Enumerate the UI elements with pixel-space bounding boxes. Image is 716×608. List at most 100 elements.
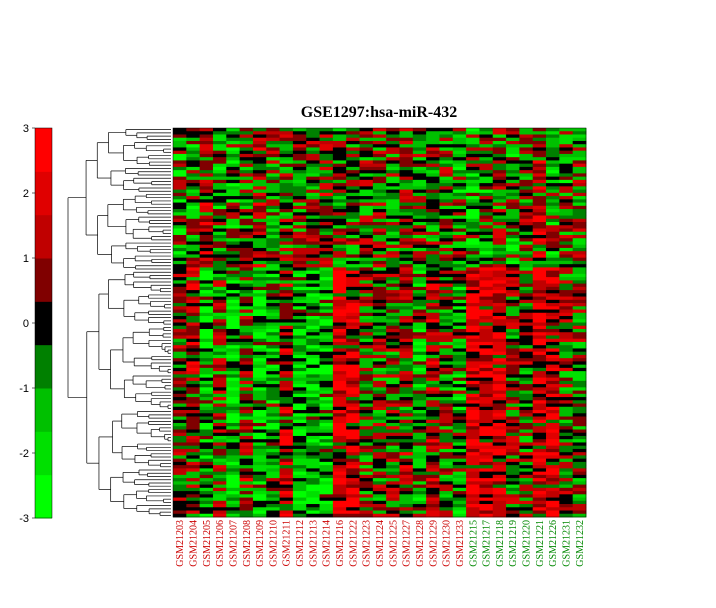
heatmap-cell: [279, 507, 294, 511]
heatmap-cell: [559, 513, 574, 518]
heatmap-cell: [346, 251, 360, 255]
heatmap-cell: [239, 166, 254, 171]
heatmap-cell: [346, 332, 360, 336]
heatmap-cell: [492, 251, 507, 255]
heatmap-cell: [252, 491, 267, 495]
heatmap-cell: [479, 364, 494, 369]
heatmap-cell: [173, 513, 187, 518]
heatmap-cell: [226, 322, 241, 327]
heatmap-cell: [173, 419, 187, 424]
heatmap-cell: [306, 474, 320, 479]
heatmap-cell: [173, 371, 187, 375]
heatmap-cell: [399, 513, 414, 518]
heatmap-cell: [479, 387, 494, 391]
heatmap-cell: [426, 241, 440, 246]
heatmap-cell: [346, 225, 360, 229]
heatmap-cell: [492, 461, 507, 466]
heatmap-cell: [319, 400, 334, 404]
heatmap-cell: [372, 128, 387, 132]
heatmap-cell: [399, 380, 414, 385]
heatmap-cell: [546, 455, 560, 460]
heatmap-cell: [426, 351, 440, 356]
heatmap-cell: [466, 380, 480, 385]
heatmap-cell: [266, 241, 280, 246]
heatmap-cell: [452, 163, 467, 168]
heatmap-cell: [239, 293, 254, 297]
heatmap-cell: [239, 481, 254, 485]
heatmap-cell: [319, 419, 334, 424]
heatmap-cell: [519, 215, 534, 220]
heatmap-cell: [332, 432, 347, 437]
heatmap-cell: [506, 397, 520, 401]
heatmap-cell: [466, 513, 480, 518]
heatmap-cell: [439, 147, 454, 152]
heatmap-cell: [306, 364, 320, 369]
heatmap-cell: [212, 397, 227, 401]
heatmap-cell: [572, 487, 587, 492]
heatmap-cell: [559, 325, 574, 330]
heatmap-cell: [372, 432, 387, 437]
heatmap-cell: [199, 435, 214, 440]
heatmap-cell: [292, 432, 307, 437]
heatmap-cell: [319, 173, 334, 178]
heatmap-cell: [186, 147, 201, 152]
heatmap-cell: [439, 306, 454, 310]
heatmap-cell: [492, 471, 507, 476]
heatmap-cell: [532, 458, 547, 463]
heatmap-cell: [559, 157, 574, 161]
heatmap-cell: [519, 170, 534, 174]
heatmap-cell: [186, 260, 201, 265]
heatmap-cell: [266, 497, 280, 502]
heatmap-cell: [519, 153, 534, 158]
heatmap-cell: [492, 205, 507, 210]
heatmap-cell: [452, 140, 467, 145]
heatmap-cell: [479, 471, 494, 476]
heatmap-cell: [186, 494, 201, 498]
heatmap-cell: [546, 163, 560, 168]
heatmap-cell: [212, 170, 227, 174]
heatmap-cell: [439, 241, 454, 246]
heatmap-cell: [306, 455, 320, 460]
heatmap-cell: [452, 322, 467, 327]
heatmap-cell: [546, 500, 560, 505]
heatmap-cell: [239, 384, 254, 388]
heatmap-cell: [506, 257, 520, 262]
heatmap-cell: [266, 254, 280, 259]
heatmap-cell: [519, 316, 534, 320]
heatmap-cell: [173, 422, 187, 427]
heatmap-cell: [439, 322, 454, 327]
heatmap-cell: [239, 186, 254, 190]
heatmap-cell: [479, 153, 494, 158]
heatmap-cell: [306, 153, 320, 158]
heatmap-cell: [266, 218, 280, 223]
heatmap-cell: [399, 348, 414, 353]
heatmap-cell: [506, 390, 520, 395]
heatmap-cell: [306, 173, 320, 178]
heatmap-cell: [252, 432, 267, 437]
heatmap-cell: [412, 429, 427, 434]
heatmap-cell: [319, 131, 334, 135]
heatmap-cell: [479, 202, 494, 207]
heatmap-cell: [212, 231, 227, 236]
heatmap-cell: [212, 260, 227, 265]
heatmap-cell: [386, 267, 400, 272]
heatmap-cell: [359, 507, 374, 511]
heatmap-cell: [279, 442, 294, 447]
heatmap-cell: [399, 273, 414, 278]
heatmap-cell: [452, 260, 467, 265]
heatmap-cell: [466, 406, 480, 411]
heatmap-cell: [532, 390, 547, 395]
heatmap-cell: [479, 367, 494, 372]
heatmap-cell: [546, 325, 560, 330]
heatmap-cell: [439, 215, 454, 220]
heatmap-cell: [546, 183, 560, 187]
heatmap-cell: [186, 325, 201, 330]
heatmap-cell: [226, 293, 241, 297]
heatmap-cell: [479, 413, 494, 417]
heatmap-cell: [332, 273, 347, 278]
heatmap-cell: [306, 465, 320, 469]
heatmap-cell: [559, 484, 574, 489]
heatmap-cell: [492, 306, 507, 310]
heatmap-cell: [466, 442, 480, 447]
heatmap-cell: [546, 367, 560, 372]
